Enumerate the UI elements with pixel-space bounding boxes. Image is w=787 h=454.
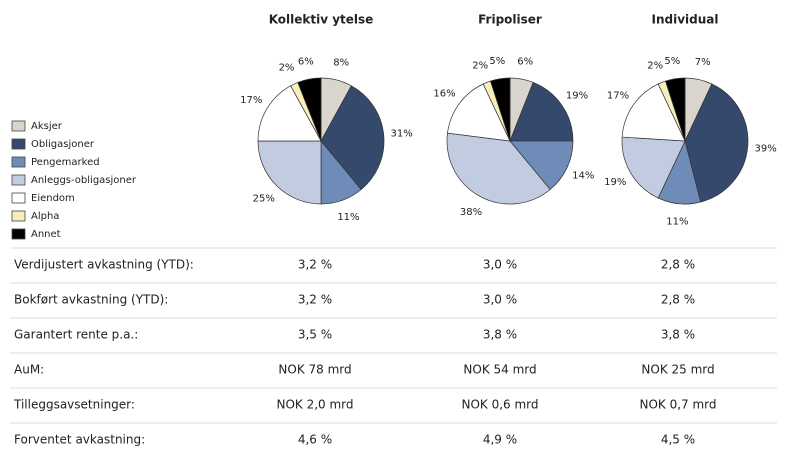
row-label: Bokført avkastning (YTD): bbox=[14, 293, 168, 307]
row-label: Forventet avkastning: bbox=[14, 433, 145, 447]
table-value: 3,8 % bbox=[661, 328, 695, 342]
legend-label: Obligasjoner bbox=[31, 139, 95, 150]
legend-swatch bbox=[11, 228, 26, 240]
slice-label: 2% bbox=[279, 63, 295, 74]
table-value: 3,8 % bbox=[483, 328, 517, 342]
slice-label: 19% bbox=[566, 90, 588, 101]
slice-label: 14% bbox=[572, 170, 594, 181]
row-label: Verdijustert avkastning (YTD): bbox=[14, 258, 194, 272]
slice-label: 25% bbox=[253, 193, 275, 204]
pie-slice bbox=[297, 77, 322, 142]
pie-slice bbox=[446, 132, 551, 205]
legend-label: Alpha bbox=[31, 211, 59, 222]
slice-label: 6% bbox=[517, 56, 533, 67]
legend-label: Annet bbox=[31, 229, 61, 240]
slice-label: 5% bbox=[664, 56, 680, 67]
pie-slice bbox=[621, 83, 686, 142]
pie-slice bbox=[665, 77, 686, 142]
table-value: NOK 25 mrd bbox=[641, 363, 714, 377]
slice-label: 6% bbox=[298, 56, 314, 67]
row-label: Garantert rente p.a.: bbox=[14, 328, 138, 342]
table-value: 2,8 % bbox=[661, 293, 695, 307]
table-value: 4,9 % bbox=[483, 433, 517, 447]
slice-label: 11% bbox=[666, 217, 688, 228]
pie-slice bbox=[509, 140, 574, 191]
pie-slice bbox=[684, 83, 749, 203]
table-value: 3,5 % bbox=[298, 328, 332, 342]
table-value: 3,0 % bbox=[483, 293, 517, 307]
table-value: NOK 78 mrd bbox=[278, 363, 351, 377]
table-value: 3,2 % bbox=[298, 293, 332, 307]
legend-label: Eiendom bbox=[31, 193, 75, 204]
slice-label: 17% bbox=[607, 90, 629, 101]
table-value: NOK 54 mrd bbox=[463, 363, 536, 377]
slice-label: 2% bbox=[647, 61, 663, 72]
chart-title: Fripoliser bbox=[478, 13, 542, 27]
pie-slice bbox=[509, 81, 574, 142]
chart-title: Kollektiv ytelse bbox=[269, 13, 374, 27]
pie-slice bbox=[257, 140, 322, 205]
slice-label: 5% bbox=[489, 56, 505, 67]
slice-label: 16% bbox=[433, 88, 455, 99]
slice-label: 31% bbox=[391, 128, 413, 139]
table-value: 4,6 % bbox=[298, 433, 332, 447]
chart-title: Individual bbox=[652, 13, 719, 27]
slice-label: 19% bbox=[604, 177, 626, 188]
table-value: NOK 2,0 mrd bbox=[276, 398, 353, 412]
pie-slice bbox=[621, 136, 686, 199]
slice-label: 2% bbox=[472, 61, 488, 72]
row-label: AuM: bbox=[14, 363, 44, 377]
table-value: 4,5 % bbox=[661, 433, 695, 447]
legend-swatch bbox=[11, 120, 26, 132]
row-label: Tilleggsavsetninger: bbox=[13, 398, 135, 412]
legend-label: Anleggs-obligasjoner bbox=[31, 175, 137, 186]
pie-slice bbox=[447, 83, 511, 142]
legend-swatch bbox=[11, 156, 26, 168]
legend-label: Aksjer bbox=[31, 121, 63, 132]
legend-swatch bbox=[11, 138, 26, 150]
pie-slice bbox=[320, 85, 385, 191]
pie-slice bbox=[257, 85, 322, 142]
legend-label: Pengemarked bbox=[31, 157, 100, 168]
slice-label: 38% bbox=[460, 207, 482, 218]
table-value: 3,2 % bbox=[298, 258, 332, 272]
legend-swatch bbox=[11, 210, 26, 222]
pie-slice bbox=[490, 77, 511, 142]
table-value: 3,0 % bbox=[483, 258, 517, 272]
table-value: NOK 0,6 mrd bbox=[461, 398, 538, 412]
legend-swatch bbox=[11, 192, 26, 204]
slice-label: 17% bbox=[240, 95, 262, 106]
slice-label: 7% bbox=[695, 57, 711, 68]
legend-swatch bbox=[11, 174, 26, 186]
table-value: NOK 0,7 mrd bbox=[639, 398, 716, 412]
slice-label: 11% bbox=[337, 212, 359, 223]
slice-label: 39% bbox=[755, 144, 777, 155]
slice-label: 8% bbox=[333, 58, 349, 69]
table-value: 2,8 % bbox=[661, 258, 695, 272]
